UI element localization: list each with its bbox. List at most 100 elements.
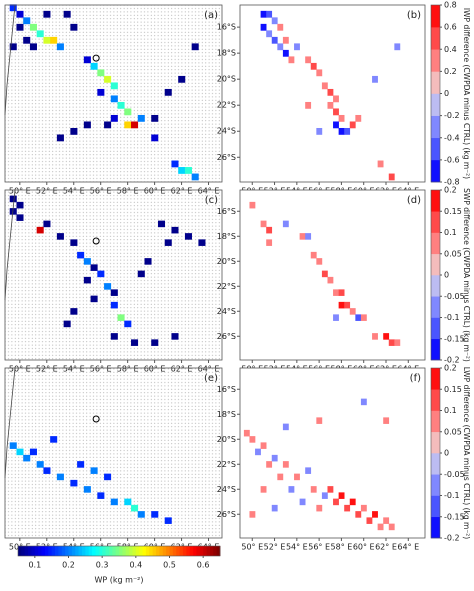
colorbar-step bbox=[135, 546, 140, 556]
cell bbox=[171, 333, 179, 340]
cell bbox=[260, 220, 267, 228]
colorbar-title: WP (kg m⁻²) bbox=[95, 576, 144, 585]
cell bbox=[50, 36, 58, 44]
cell bbox=[344, 127, 351, 135]
cell bbox=[327, 88, 334, 96]
cell bbox=[316, 69, 323, 77]
cell bbox=[124, 320, 132, 328]
cell bbox=[97, 88, 105, 96]
cell bbox=[124, 108, 132, 116]
cell bbox=[349, 308, 356, 315]
cell bbox=[110, 289, 118, 296]
panel-label: (c) bbox=[205, 195, 218, 206]
cell bbox=[316, 417, 323, 424]
colorbar-step bbox=[139, 546, 143, 556]
colorbar-step bbox=[209, 546, 214, 556]
cell bbox=[110, 301, 118, 309]
colorbar-bin bbox=[431, 253, 440, 276]
cell bbox=[151, 511, 159, 518]
frame bbox=[4, 4, 223, 183]
colorbar-step bbox=[142, 546, 147, 556]
x-tick-label: 52° E bbox=[264, 543, 286, 552]
colorbar-step bbox=[21, 546, 26, 556]
colorbar-step bbox=[129, 546, 133, 556]
colorbar-step bbox=[203, 546, 207, 556]
colorbar-step bbox=[189, 546, 194, 556]
cell bbox=[90, 467, 98, 474]
cell bbox=[56, 233, 64, 240]
y-tick-label: 22°S bbox=[217, 282, 236, 291]
colorbar-step bbox=[199, 546, 204, 556]
cell bbox=[360, 398, 367, 406]
y-tick-label: 20°S bbox=[217, 75, 236, 84]
cell bbox=[321, 82, 328, 90]
colorbar-tick-label: 0.1 bbox=[28, 561, 41, 570]
cell bbox=[394, 339, 401, 346]
colorbar-step bbox=[51, 546, 56, 556]
colorbar-tick-label: 0.2 bbox=[62, 561, 75, 570]
colorbar-tick-label: 0.2 bbox=[444, 186, 457, 195]
cell bbox=[110, 114, 118, 122]
cell bbox=[198, 239, 206, 246]
cell bbox=[277, 473, 284, 481]
colorbar-bin bbox=[431, 5, 440, 28]
cell bbox=[164, 239, 172, 246]
colorbar-bin bbox=[431, 275, 440, 297]
cell bbox=[310, 251, 317, 259]
colorbar-tick-label: 0 bbox=[444, 89, 449, 98]
y-tick-label: 20°S bbox=[217, 435, 236, 444]
cell bbox=[266, 226, 273, 234]
y-tick-label: 22°S bbox=[217, 460, 236, 469]
cell bbox=[97, 270, 105, 278]
colorbar-step bbox=[31, 546, 36, 556]
cell bbox=[137, 114, 145, 122]
cell bbox=[305, 56, 312, 64]
cell bbox=[316, 127, 323, 135]
colorbar-tick-label: 0.05 bbox=[444, 427, 462, 436]
cell bbox=[178, 167, 186, 174]
colorbar-bin bbox=[431, 431, 440, 454]
colorbar-tick-label: 0.1 bbox=[444, 406, 457, 415]
colorbar-bin bbox=[431, 410, 440, 433]
colorbar-tick-label: 0.15 bbox=[444, 207, 462, 216]
cell bbox=[110, 82, 118, 90]
cell bbox=[260, 486, 267, 493]
colorbar-bin bbox=[431, 159, 440, 183]
colorbar-step bbox=[172, 546, 177, 556]
colorbar-step bbox=[61, 546, 66, 556]
x-tick-label: 54° E bbox=[286, 543, 308, 552]
panel-label: (d) bbox=[407, 195, 421, 206]
colorbar-tick-label: -0.2 bbox=[444, 534, 460, 543]
cell bbox=[9, 195, 17, 203]
cell bbox=[164, 88, 172, 96]
cell bbox=[333, 121, 339, 129]
cell bbox=[36, 461, 44, 468]
cell bbox=[310, 486, 317, 493]
cell bbox=[249, 201, 256, 209]
x-tick-label: 50° E bbox=[241, 543, 263, 552]
cell bbox=[388, 523, 395, 531]
cell bbox=[338, 301, 345, 309]
x-tick-label: 64° E bbox=[397, 543, 419, 552]
cell bbox=[338, 127, 345, 135]
y-tick-label: 26°S bbox=[217, 332, 236, 341]
cell bbox=[184, 167, 192, 174]
cell bbox=[383, 333, 390, 340]
cell bbox=[333, 314, 339, 321]
cell bbox=[70, 239, 78, 246]
cell bbox=[131, 504, 139, 512]
cell bbox=[310, 62, 317, 70]
cell bbox=[282, 423, 289, 431]
cell bbox=[327, 486, 334, 493]
colorbar-step bbox=[92, 546, 96, 556]
cell bbox=[305, 467, 312, 474]
colorbar-bin bbox=[431, 317, 440, 340]
colorbar-tick-label: 0.1 bbox=[444, 228, 457, 237]
cell bbox=[372, 75, 378, 83]
cell bbox=[191, 43, 199, 51]
cell bbox=[266, 10, 273, 18]
coastline bbox=[4, 4, 16, 116]
cell bbox=[104, 75, 112, 83]
y-tick-label: 26°S bbox=[217, 153, 236, 162]
